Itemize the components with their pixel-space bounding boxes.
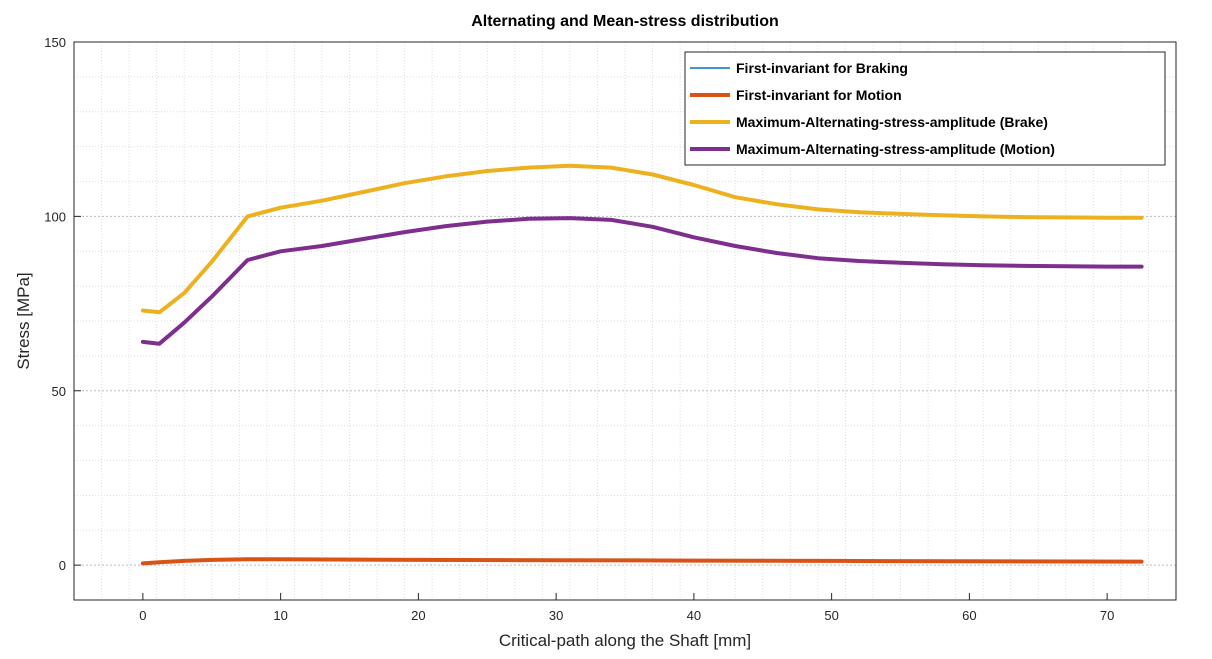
x-tick-label: 20	[411, 608, 425, 623]
legend-label-first-invariant-motion: First-invariant for Motion	[736, 87, 902, 103]
x-tick-label: 50	[824, 608, 838, 623]
x-tick-label: 60	[962, 608, 976, 623]
y-tick-label: 150	[44, 35, 66, 50]
y-tick-label: 0	[59, 558, 66, 573]
x-tick-label: 40	[687, 608, 701, 623]
axis-ticks: 0 10 20 30 40 50 60 70 0 50 100 150	[44, 35, 1114, 623]
series-line-3	[140, 163, 1144, 315]
legend: First-invariant for Braking First-invari…	[684, 51, 1166, 166]
chart-title: Alternating and Mean-stress distribution	[471, 13, 779, 30]
series-lines	[140, 163, 1144, 566]
legend-box	[684, 51, 1166, 166]
x-tick-label: 0	[139, 608, 146, 623]
y-tick-label: 50	[52, 384, 66, 399]
y-axis-title: Stress [MPa]	[14, 272, 33, 369]
series-line-2	[140, 557, 1144, 566]
plot-frame	[73, 41, 1177, 601]
legend-label-alternating-brake: Maximum-Alternating-stress-amplitude (Br…	[736, 114, 1048, 130]
legend-label-first-invariant-braking: First-invariant for Braking	[736, 60, 908, 76]
x-tick-label: 10	[273, 608, 287, 623]
series-line-4	[140, 216, 1144, 346]
y-tick-label: 100	[44, 209, 66, 224]
legend-label-alternating-motion: Maximum-Alternating-stress-amplitude (Mo…	[736, 141, 1055, 157]
x-tick-label: 30	[549, 608, 563, 623]
x-axis-title: Critical-path along the Shaft [mm]	[499, 631, 751, 650]
x-tick-label: 70	[1100, 608, 1114, 623]
